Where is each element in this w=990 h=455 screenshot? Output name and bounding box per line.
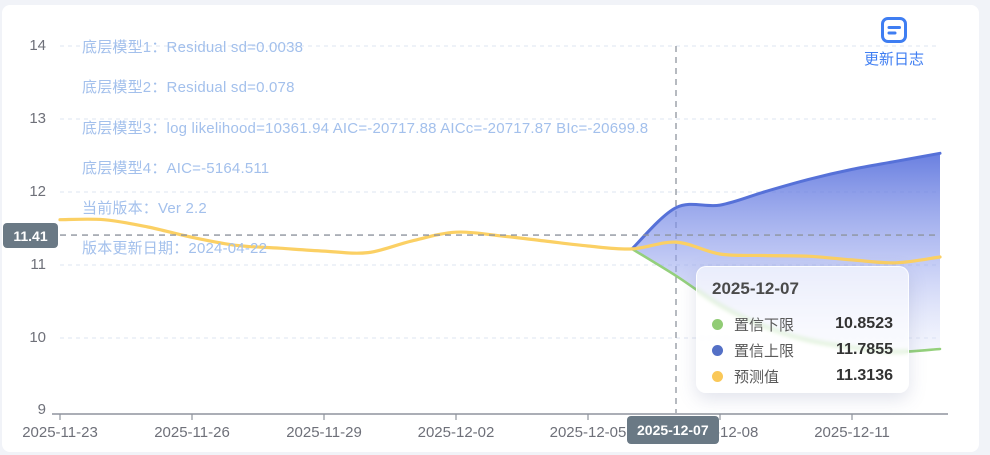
y-axis-label: 9: [37, 401, 46, 418]
tooltip-row-value: 11.7855: [836, 341, 893, 358]
annotation-version-date: 版本更新日期：2024-04-22: [82, 240, 268, 257]
annotation-model-2: 底层模型2：Residual sd=0.078: [82, 79, 295, 96]
tooltip: 2025-12-07 置信下限 10.8523 置信上限 11.7855 预测值…: [696, 266, 909, 393]
update-log-label: 更新日志: [863, 51, 924, 68]
tooltip-row: 预测值 11.3136: [712, 363, 893, 389]
annotation-model-1: 底层模型1：Residual sd=0.0038: [82, 39, 304, 56]
upper-bound-dot-icon: [712, 344, 723, 356]
tooltip-row: 置信上限 11.7855: [712, 337, 893, 363]
tooltip-row-value: 10.8523: [835, 315, 893, 332]
x-axis-label: 2025-12-02: [417, 424, 495, 441]
annotation-model-4: 底层模型4：AIC=-5164.511: [82, 160, 270, 177]
tooltip-date: 2025-12-07: [712, 279, 799, 298]
tooltip-row-label: 置信下限: [734, 316, 795, 334]
update-log-button[interactable]: 更新日志: [856, 16, 932, 69]
x-axis-label: 2025-12-11: [814, 424, 890, 441]
x-axis-label: 2025-11-29: [286, 424, 362, 441]
tooltip-row-label: 置信上限: [734, 342, 795, 360]
y-axis-label: 11: [30, 256, 46, 273]
prediction-dot-icon: [712, 370, 723, 382]
y-axis-label: 14: [29, 37, 46, 54]
tooltip-row-value: 11.3136: [836, 367, 893, 384]
x-axis-label: 2025-11-23: [22, 424, 98, 441]
y-axis-pointer-label: 11.41: [3, 223, 58, 248]
x-axis-pointer-label: 2025-12-07: [627, 416, 719, 444]
y-axis-label: 10: [29, 329, 46, 346]
tooltip-row-label: 预测值: [734, 368, 780, 386]
y-axis-label: 13: [29, 110, 46, 127]
y-axis-label: 12: [29, 183, 46, 200]
tooltip-row: 置信下限 10.8523: [712, 311, 893, 337]
x-axis-label: 2025-11-26: [154, 424, 230, 441]
lower-bound-dot-icon: [712, 318, 723, 330]
changelog-icon: [881, 17, 907, 43]
annotation-model-3: 底层模型3：log likelihood=10361.94 AIC=-20717…: [82, 120, 649, 137]
annotation-current-version: 当前版本：Ver 2.2: [82, 200, 207, 217]
x-axis-label: 2025-12-05: [549, 424, 627, 441]
